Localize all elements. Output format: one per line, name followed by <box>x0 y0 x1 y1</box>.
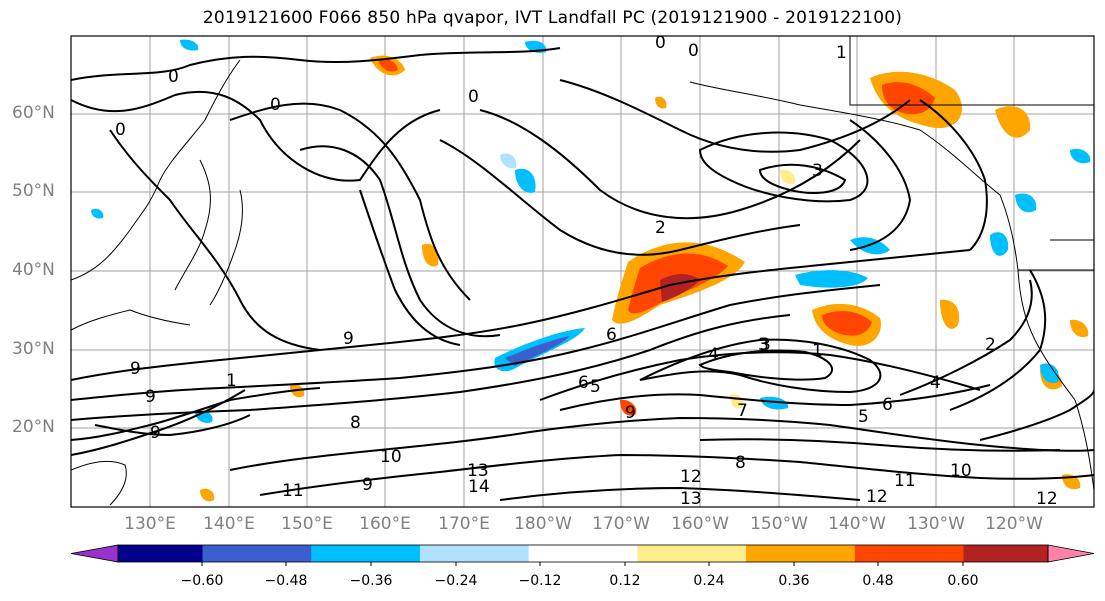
colorbar-tick-label: −0.48 <box>264 573 308 589</box>
contour-label: 2 <box>655 218 666 238</box>
contour-label: 5 <box>590 377 601 397</box>
colorbar-tick-label: 0.36 <box>778 573 810 589</box>
lat-label-30n: 30°N <box>12 339 55 359</box>
colorbar-tick-label: 0.60 <box>947 573 979 589</box>
colorbar-swatch <box>637 545 747 562</box>
contour-label: 0 <box>168 67 179 87</box>
colorbar-swatch <box>202 545 312 562</box>
colorbar-tick-label: −0.24 <box>434 573 478 589</box>
contour-label: 9 <box>150 423 161 443</box>
contour-label: 6 <box>882 395 893 415</box>
contour-label: 0 <box>655 33 666 53</box>
contour-label: 1 <box>812 341 823 361</box>
contour-label: 13 <box>467 461 489 481</box>
contours <box>71 47 1094 501</box>
contour-label: 3 <box>758 335 769 355</box>
contour-label: 2 <box>985 335 996 355</box>
colorbar-outline <box>117 544 1049 563</box>
contour-label: 0 <box>270 95 281 115</box>
colorbar-swatch <box>746 545 856 562</box>
contour-label: 9 <box>130 359 141 379</box>
contour-label: 6 <box>606 325 617 345</box>
lon-label-170w: 170°W <box>592 514 650 534</box>
contour-label: 1 <box>836 43 847 63</box>
contour-labels: 0 0 0 0 0 0 1 3 3 2 6 5 4 3 1 5 6 7 8 9 … <box>115 33 1058 509</box>
lat-label-40n: 40°N <box>12 260 55 280</box>
contour-label: 7 <box>737 401 748 421</box>
contour-label: 0 <box>688 41 699 61</box>
lon-label-130e: 130°E <box>124 514 176 534</box>
contour-label: 0 <box>468 87 479 107</box>
contour-label: 0 <box>115 120 126 140</box>
contour-label: 12 <box>866 487 888 507</box>
contour-label: 9 <box>343 329 354 349</box>
contour-label: 3 <box>812 161 823 181</box>
colorbar-tick-label: −0.60 <box>180 573 224 589</box>
lat-label-50n: 50°N <box>12 181 55 201</box>
colorbar <box>70 544 1095 566</box>
lon-label-120w: 120°W <box>985 514 1043 534</box>
colorbar-tick-label: −0.36 <box>349 573 393 589</box>
colorbar-tick-label: 0.12 <box>609 573 641 589</box>
contour-label: 5 <box>858 407 869 427</box>
colorbar-swatch <box>963 545 1049 562</box>
contour-label: 13 <box>680 489 702 509</box>
colorbar-extend-min <box>70 544 119 563</box>
colorbar-swatch <box>528 545 638 562</box>
lon-label-150e: 150°E <box>281 514 333 534</box>
contour-label: 11 <box>282 481 304 501</box>
shading-negative <box>91 39 1091 423</box>
lon-label-140e: 140°E <box>203 514 255 534</box>
contour-label: 9 <box>625 403 636 423</box>
contour-label: 9 <box>145 387 156 407</box>
lon-label-170e: 170°E <box>438 514 490 534</box>
contour-label: 8 <box>735 453 746 473</box>
contour-label: 4 <box>708 345 719 365</box>
lon-label-130w: 130°W <box>907 514 965 534</box>
contour-label: 11 <box>894 471 916 491</box>
contour-label: 4 <box>930 373 941 393</box>
contour-label: 3 <box>760 335 771 355</box>
colorbar-tick-label: 0.24 <box>693 573 725 589</box>
contour-label: 6 <box>578 373 589 393</box>
contour-label: 9 <box>362 475 373 495</box>
lon-label-160w: 160°W <box>671 514 729 534</box>
colorbar-extend-max <box>1047 544 1095 563</box>
lat-label-60n: 60°N <box>12 103 55 123</box>
lon-label-150w: 150°W <box>750 514 808 534</box>
contour-label: 8 <box>350 413 361 433</box>
colorbar-swatch <box>854 545 964 562</box>
contour-label: 14 <box>468 477 490 497</box>
contour-label: 10 <box>950 461 972 481</box>
contour-label: 12 <box>1036 489 1058 509</box>
lon-label-160e: 160°E <box>359 514 411 534</box>
colorbar-swatch <box>118 545 203 562</box>
lon-label-140w: 140°W <box>828 514 886 534</box>
contour-label: 12 <box>680 467 702 487</box>
contour-label: 10 <box>380 447 402 467</box>
colorbar-tick-label: 0.48 <box>862 573 894 589</box>
plot-frame <box>70 35 1095 508</box>
map-title: 2019121600 F066 850 hPa qvapor, IVT Land… <box>202 8 903 28</box>
lat-label-20n: 20°N <box>12 417 55 437</box>
coastlines <box>71 36 1094 506</box>
colorbar-tick-label: −0.12 <box>518 573 562 589</box>
colorbar-swatch <box>419 545 530 562</box>
contour-label: 1 <box>226 371 237 391</box>
colorbar-swatch <box>311 545 421 562</box>
lon-label-180w: 180°W <box>514 514 572 534</box>
